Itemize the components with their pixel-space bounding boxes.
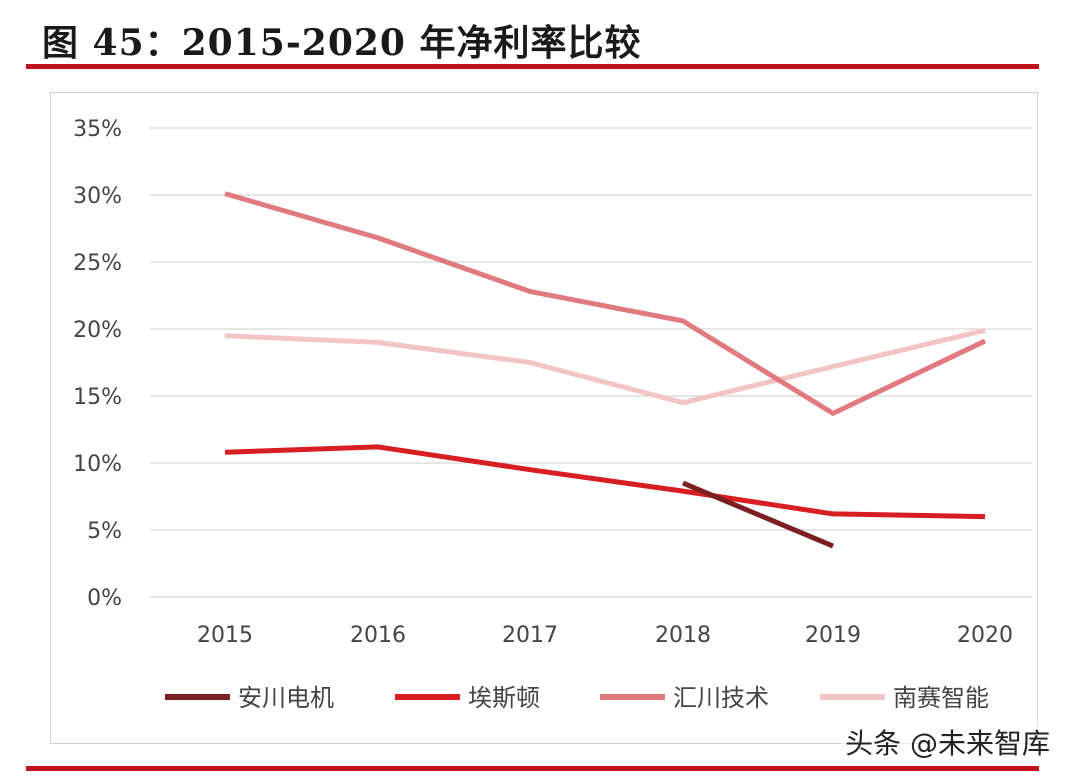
y-tick-label: 5% [87, 519, 122, 544]
y-tick-label: 25% [73, 251, 122, 276]
series-lines [224, 191, 987, 549]
bottom-divider [26, 766, 1039, 771]
chart-title: 图 45：2015-2020 年净利率比较 [42, 22, 642, 64]
y-tick-label: 15% [73, 385, 122, 410]
x-tick-label: 2018 [655, 623, 711, 648]
y-tick-label: 0% [87, 586, 122, 611]
series-line-4 [224, 327, 986, 406]
series-line-2 [224, 444, 986, 520]
y-tick-label: 35% [73, 117, 122, 142]
chart-frame [50, 92, 1038, 744]
legend-label: 埃斯顿 [468, 684, 540, 712]
top-divider [26, 64, 1039, 69]
y-tick-label: 30% [73, 184, 122, 209]
legend: 安川电机 埃斯顿 汇川技术 南赛智能 [165, 684, 989, 712]
watermark: 头条 @未来智库 [841, 722, 1054, 762]
y-tick-label: 10% [73, 452, 122, 477]
x-tick-label: 2017 [502, 623, 558, 648]
legend-label: 汇川技术 [673, 684, 769, 712]
legend-label: 安川电机 [238, 684, 334, 712]
x-tick-label: 2015 [197, 623, 253, 648]
y-tick-label: 20% [73, 318, 122, 343]
x-axis-ticks: 2015 2016 2017 2018 2019 2020 [197, 623, 1013, 648]
series-line-1 [682, 480, 834, 549]
x-tick-label: 2019 [805, 623, 861, 648]
y-axis-ticks: 0% 5% 10% 15% 20% 25% 30% 35% [73, 117, 122, 611]
x-tick-label: 2020 [957, 623, 1013, 648]
gridlines [150, 127, 1032, 598]
x-tick-label: 2016 [350, 623, 406, 648]
series-line-3 [224, 191, 987, 416]
legend-label: 南赛智能 [893, 684, 989, 712]
